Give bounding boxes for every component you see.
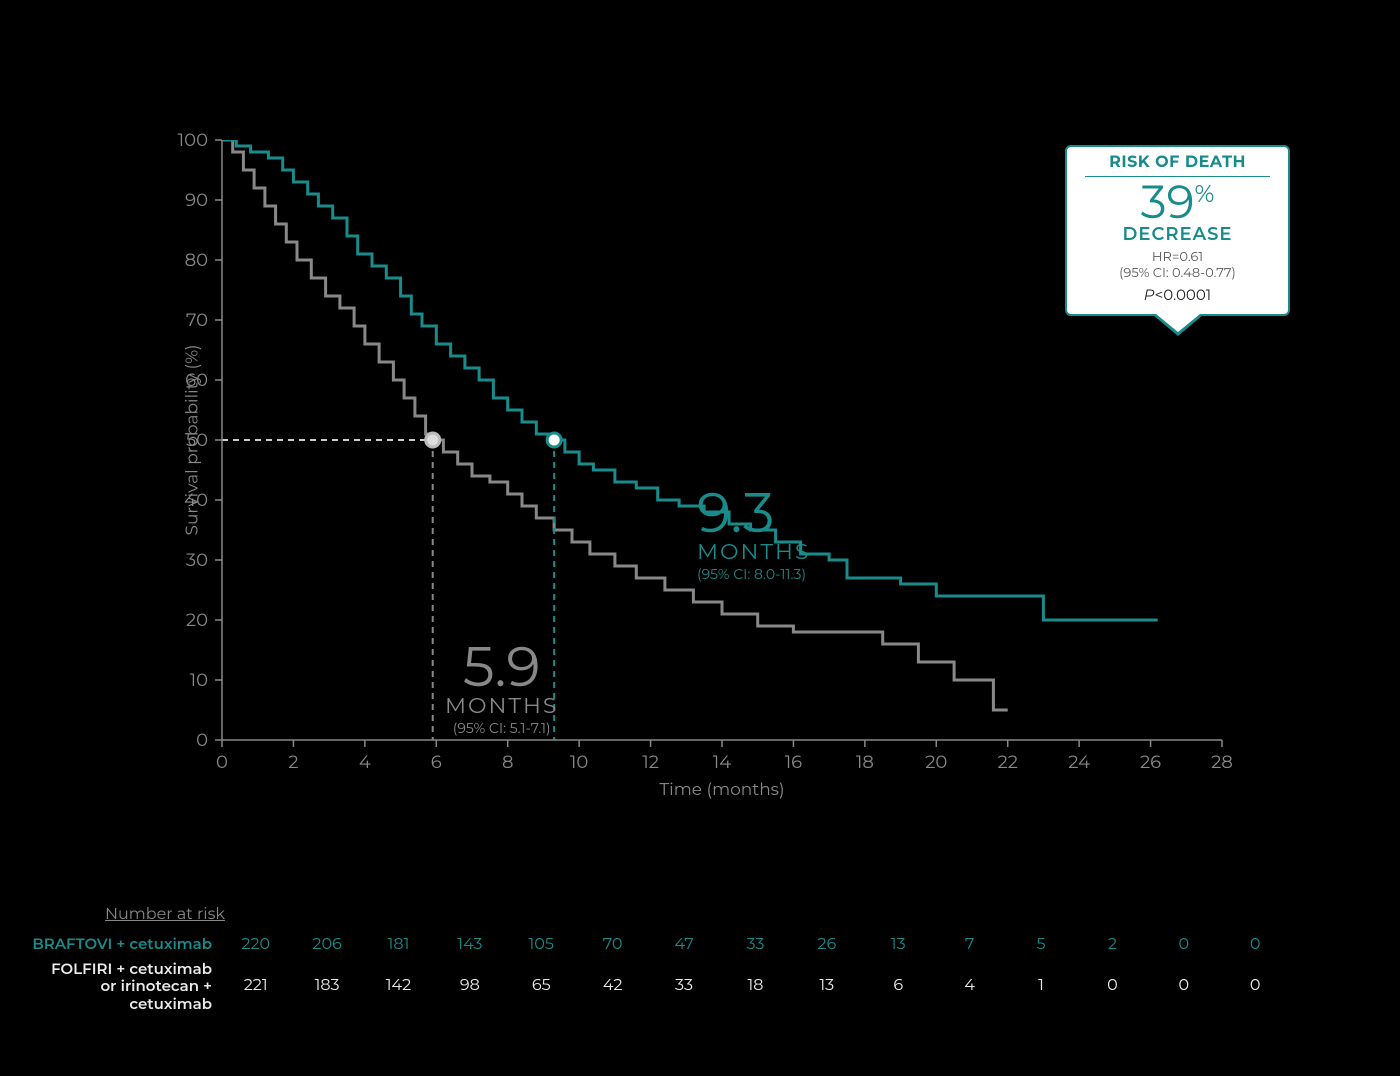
median-callout-treatment: 9.3 MONTHS (95% CI: 8.0-11.3) <box>697 488 810 583</box>
y-tick-label: 20 <box>186 609 208 631</box>
x-tick-label: 6 <box>431 751 442 773</box>
risk-cell: 65 <box>506 976 577 995</box>
risk-cell: 33 <box>720 935 791 954</box>
y-tick-label: 40 <box>184 489 208 511</box>
x-tick-label: 22 <box>997 751 1017 773</box>
x-tick-label: 8 <box>502 751 513 773</box>
number-at-risk-table: Number at risk BRAFTOVI + cetuximab 2202… <box>20 905 1340 1014</box>
risk-cell: 1 <box>1005 976 1076 995</box>
badge-percent: 39 <box>1141 179 1195 225</box>
median-callout-control: 5.9 MONTHS (95% CI: 5.1-7.1) <box>445 642 558 737</box>
risk-cell: 181 <box>363 935 434 954</box>
risk-cells-control: 221183142986542331813641000 <box>220 976 1291 995</box>
risk-cell: 26 <box>791 935 862 954</box>
risk-cell: 183 <box>291 976 362 995</box>
risk-cell: 221 <box>220 976 291 995</box>
risk-label-control: FOLFIRI + cetuximab or irinotecan + cetu… <box>20 960 220 1012</box>
risk-cell: 7 <box>934 935 1005 954</box>
median-unit-treatment: MONTHS <box>697 538 810 565</box>
y-tick-label: 80 <box>185 249 208 271</box>
median-value-control: 5.9 <box>445 642 558 692</box>
y-tick-label: 100 <box>178 129 208 151</box>
risk-cell: 5 <box>1005 935 1076 954</box>
risk-row-control: FOLFIRI + cetuximab or irinotecan + cetu… <box>20 960 1340 1012</box>
y-tick-label: 50 <box>186 429 208 451</box>
median-unit-control: MONTHS <box>445 692 558 719</box>
x-tick-label: 18 <box>856 751 874 773</box>
risk-cell: 206 <box>291 935 362 954</box>
median-ci-treatment: (95% CI: 8.0-11.3) <box>697 565 810 583</box>
risk-cell: 13 <box>863 935 934 954</box>
risk-of-death-badge: RISK OF DEATH 39% DECREASE HR=0.61 (95% … <box>1065 145 1290 316</box>
median-value-treatment: 9.3 <box>697 488 810 538</box>
y-tick-label: 90 <box>185 189 208 211</box>
y-tick-label: 30 <box>186 549 208 571</box>
y-tick-label: 0 <box>196 729 208 751</box>
risk-cell: 13 <box>791 976 862 995</box>
risk-row-treatment: BRAFTOVI + cetuximab 2202061811431057047… <box>20 930 1340 958</box>
risk-cell: 105 <box>506 935 577 954</box>
badge-title: RISK OF DEATH <box>1077 153 1278 172</box>
risk-label-control-l1: FOLFIRI + cetuximab <box>51 959 212 978</box>
risk-cell: 143 <box>434 935 505 954</box>
y-tick-label: 70 <box>186 309 208 331</box>
risk-cell: 0 <box>1148 935 1219 954</box>
x-tick-label: 12 <box>642 751 659 773</box>
risk-label-control-l2: or irinotecan + cetuximab <box>101 976 213 1012</box>
risk-cell: 42 <box>577 976 648 995</box>
x-tick-label: 16 <box>785 751 802 773</box>
x-tick-label: 0 <box>216 751 228 773</box>
x-tick-label: 14 <box>713 751 731 773</box>
x-tick-label: 20 <box>925 751 947 773</box>
badge-ci: (95% CI: 0.48-0.77) <box>1077 265 1278 281</box>
risk-cell: 33 <box>648 976 719 995</box>
x-tick-label: 24 <box>1068 751 1090 773</box>
x-tick-label: 10 <box>570 751 588 773</box>
badge-percent-symbol: % <box>1195 180 1215 209</box>
risk-cells-treatment: 220206181143105704733261375200 <box>220 935 1291 954</box>
risk-cell: 4 <box>934 976 1005 995</box>
x-tick-label: 2 <box>288 751 298 773</box>
risk-cell: 220 <box>220 935 291 954</box>
risk-cell: 142 <box>363 976 434 995</box>
x-tick-label: 4 <box>359 751 371 773</box>
badge-p-label: P <box>1144 285 1155 304</box>
risk-cell: 98 <box>434 976 505 995</box>
y-tick-label: 10 <box>190 669 208 691</box>
risk-cell: 70 <box>577 935 648 954</box>
y-tick-label: 60 <box>185 369 208 391</box>
risk-table-header: Number at risk <box>105 905 1340 924</box>
badge-hr: HR=0.61 <box>1077 249 1278 265</box>
risk-cell: 18 <box>720 976 791 995</box>
badge-pvalue: P<0.0001 <box>1077 285 1278 304</box>
x-tick-label: 26 <box>1140 751 1161 773</box>
badge-p-val: <0.0001 <box>1155 285 1212 304</box>
risk-cell: 6 <box>863 976 934 995</box>
risk-label-treatment: BRAFTOVI + cetuximab <box>20 935 220 952</box>
x-tick-label: 28 <box>1211 751 1233 773</box>
risk-cell: 0 <box>1148 976 1219 995</box>
risk-cell: 0 <box>1219 935 1290 954</box>
badge-percent-row: 39% <box>1077 179 1278 225</box>
risk-cell: 0 <box>1219 976 1290 995</box>
risk-cell: 47 <box>648 935 719 954</box>
median-ci-control: (95% CI: 5.1-7.1) <box>445 719 558 737</box>
x-axis-label: Time (months) <box>222 780 1222 800</box>
risk-cell: 2 <box>1077 935 1148 954</box>
risk-cell: 0 <box>1077 976 1148 995</box>
